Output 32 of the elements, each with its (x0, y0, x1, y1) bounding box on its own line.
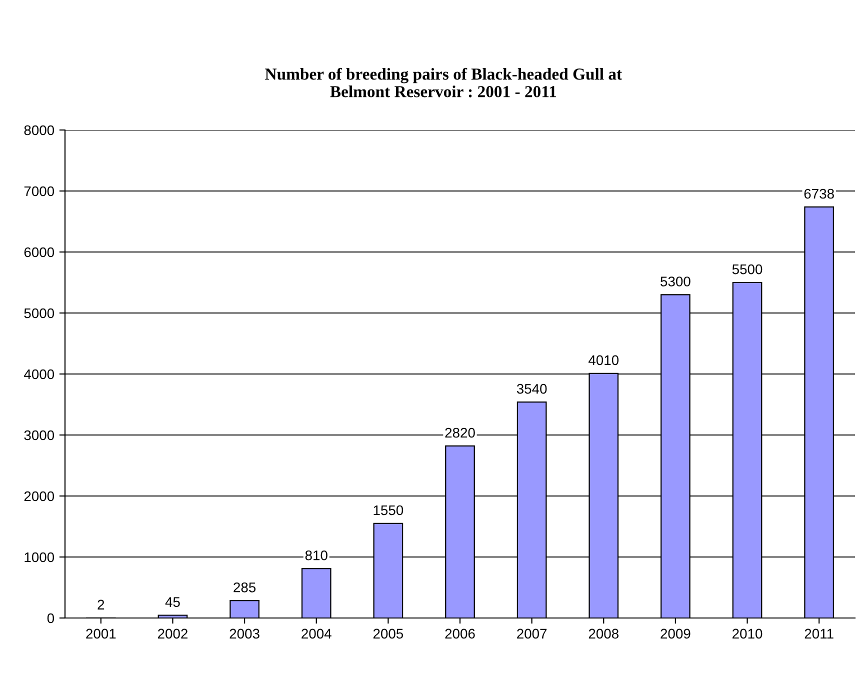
y-tick-label: 6000 (24, 247, 54, 258)
data-label: 1550 (374, 505, 404, 516)
data-label: 5300 (660, 276, 690, 286)
y-tick-label: 0 (47, 613, 54, 624)
x-tick-label: 2001 (86, 628, 116, 639)
x-tick-label: 2003 (230, 628, 260, 639)
x-tick-label: 2005 (373, 628, 404, 639)
y-tick-label: 1000 (24, 552, 54, 562)
y-tick-label: 2000 (24, 491, 54, 502)
x-tick-label: 2008 (588, 628, 618, 639)
y-tick-label: 3000 (24, 430, 54, 440)
data-label: 285 (234, 582, 256, 592)
chart-title: Number of breeding pairs of Black-headed Gull at Belmont Reservoir : 2001 - 2011 (265, 68, 622, 98)
data-label: 4010 (588, 355, 619, 366)
y-tick-label: 4000 (24, 369, 54, 380)
x-tick-label: 2006 (445, 628, 475, 639)
y-tick-label: 5000 (24, 308, 54, 318)
x-tick-label: 2002 (158, 628, 188, 639)
data-label: 6738 (804, 188, 834, 199)
data-label: 2 (98, 600, 104, 610)
x-tick-label: 2004 (302, 628, 332, 639)
x-tick-label: 2007 (517, 628, 547, 639)
data-label: 2820 (445, 428, 475, 438)
data-label: 3540 (516, 384, 547, 394)
y-tick-label: 7000 (24, 186, 54, 196)
data-label: 45 (165, 597, 180, 607)
x-tick-label: 2011 (804, 628, 834, 639)
data-label: 5500 (732, 264, 762, 274)
x-tick-label: 2010 (732, 628, 762, 639)
data-label: 810 (305, 550, 328, 560)
x-tick-label: 2009 (660, 628, 690, 639)
y-tick-label: 8000 (24, 125, 54, 136)
